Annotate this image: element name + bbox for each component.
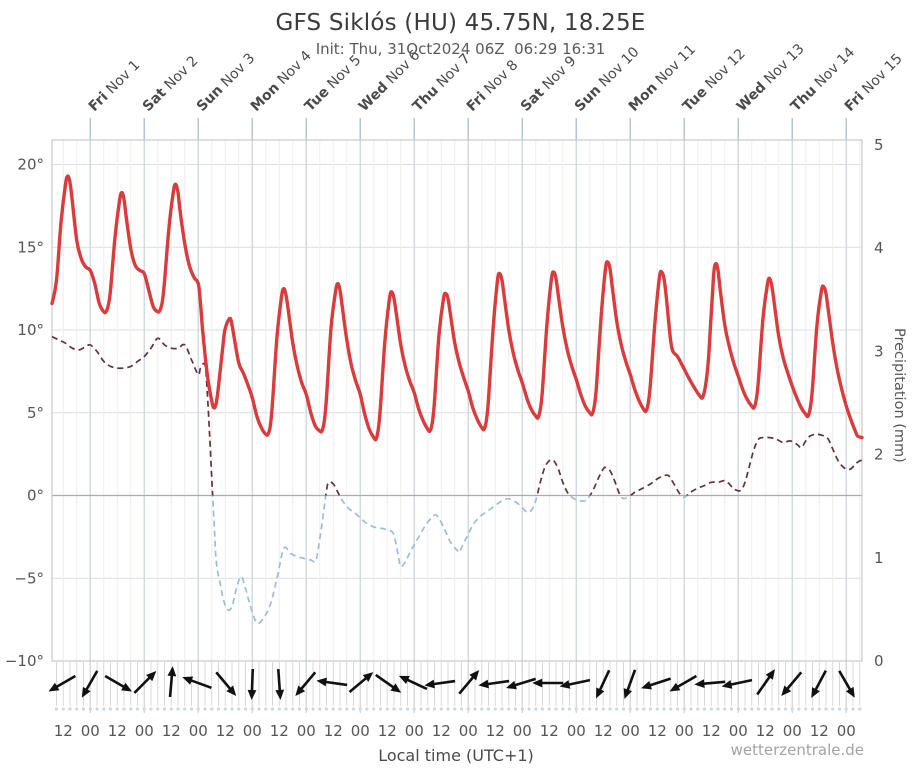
svg-text:12: 12 [216, 722, 235, 740]
svg-text:2: 2 [874, 446, 884, 464]
svg-text:00: 00 [567, 722, 586, 740]
svg-text:5°: 5° [27, 404, 44, 422]
svg-text:12: 12 [648, 722, 667, 740]
plot-border [51, 139, 863, 662]
svg-text:−5°: −5° [14, 569, 44, 587]
svg-text:12: 12 [486, 722, 505, 740]
precipitation-axis-title: Precipitation (mm) [891, 328, 907, 463]
svg-text:12: 12 [432, 722, 451, 740]
svg-text:12: 12 [324, 722, 343, 740]
wind-arrows [48, 666, 855, 700]
temperature-curve [50, 174, 864, 442]
svg-text:00: 00 [729, 722, 748, 740]
svg-text:00: 00 [81, 722, 100, 740]
svg-text:Sat Nov 2: Sat Nov 2 [140, 53, 202, 115]
svg-text:12: 12 [54, 722, 73, 740]
temperature-axis-labels: 20° 15° 10° 5° 0° −5° −10° [5, 156, 44, 671]
svg-text:00: 00 [189, 722, 208, 740]
svg-text:3: 3 [874, 342, 884, 360]
chart-title: GFS Siklós (HU) 45.75N, 18.25E [275, 10, 646, 36]
gridlines [52, 140, 862, 661]
svg-text:00: 00 [621, 722, 640, 740]
wind-strip-gridlines [54, 662, 862, 711]
svg-text:00: 00 [297, 722, 316, 740]
precipitation-axis-labels: 5 4 3 2 1 0 [874, 136, 884, 670]
day-gridlines [89, 118, 847, 713]
svg-text:1: 1 [874, 549, 884, 567]
svg-text:4: 4 [874, 239, 884, 257]
svg-text:12: 12 [756, 722, 775, 740]
chart-subtitle: Init: Thu, 31Oct2024 06Z 06:29 16:31 [315, 40, 606, 58]
svg-text:12: 12 [108, 722, 127, 740]
svg-text:Fri Nov 8: Fri Nov 8 [464, 57, 522, 115]
svg-text:−10°: −10° [5, 652, 44, 670]
svg-text:Fri Nov 1: Fri Nov 1 [86, 57, 144, 115]
svg-text:00: 00 [351, 722, 370, 740]
svg-text:Sat Nov 9: Sat Nov 9 [518, 53, 580, 115]
svg-text:12: 12 [270, 722, 289, 740]
x-axis-title: Local time (UTC+1) [378, 746, 534, 765]
svg-text:0: 0 [874, 652, 884, 670]
svg-text:12: 12 [810, 722, 829, 740]
time-axis-labels: 12 00 12 00 12 00 12 00 12 00 12 00 12 00 12 00 12 00 12 00… [54, 722, 856, 740]
svg-text:15°: 15° [17, 238, 44, 256]
svg-text:20°: 20° [17, 156, 44, 174]
svg-text:10°: 10° [17, 321, 44, 339]
svg-text:0°: 0° [27, 487, 44, 505]
watermark: wetterzentrale.de [730, 741, 864, 759]
svg-text:12: 12 [702, 722, 721, 740]
svg-text:00: 00 [243, 722, 262, 740]
svg-text:12: 12 [378, 722, 397, 740]
svg-text:00: 00 [459, 722, 478, 740]
svg-text:00: 00 [837, 722, 856, 740]
svg-text:12: 12 [540, 722, 559, 740]
svg-text:12: 12 [162, 722, 181, 740]
svg-text:12: 12 [594, 722, 613, 740]
svg-text:00: 00 [783, 722, 802, 740]
svg-text:5: 5 [874, 136, 884, 154]
svg-text:00: 00 [135, 722, 154, 740]
svg-text:00: 00 [675, 722, 694, 740]
svg-text:00: 00 [513, 722, 532, 740]
svg-text:00: 00 [405, 722, 424, 740]
